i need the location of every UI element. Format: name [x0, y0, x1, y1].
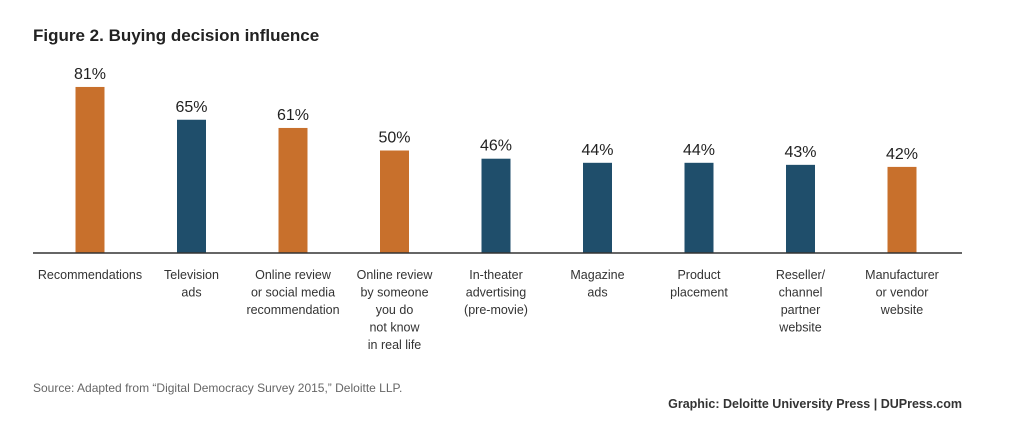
- category-label-5-line-2: advertising: [466, 286, 526, 300]
- category-label-2-line-2: ads: [181, 286, 201, 300]
- graphic-credit: Graphic: Deloitte University Press | DUP…: [668, 397, 962, 411]
- bar-7: [684, 162, 714, 253]
- bar-9: [887, 166, 917, 253]
- category-label-8-line-3: partner: [781, 303, 821, 317]
- bar-4: [380, 150, 409, 253]
- category-label-7-line-2: placement: [670, 286, 728, 300]
- value-label-4: 50%: [378, 130, 410, 147]
- source-note: Source: Adapted from “Digital Democracy …: [33, 381, 403, 395]
- bar-8: [786, 164, 815, 253]
- value-label-1: 81%: [74, 66, 106, 83]
- chart-title: Figure 2. Buying decision influence: [33, 26, 320, 45]
- category-label-1-line-1: Recommendations: [38, 268, 142, 282]
- category-label-8-line-2: channel: [779, 286, 823, 300]
- category-label-5-line-1: In-theater: [469, 268, 523, 282]
- bar-3: [278, 127, 308, 253]
- category-label-4-line-1: Online review: [357, 268, 434, 282]
- category-label-7-line-1: Product: [677, 268, 721, 282]
- category-label-9-line-1: Manufacturer: [865, 268, 939, 282]
- value-label-3: 61%: [277, 107, 309, 124]
- value-label-5: 46%: [480, 138, 512, 155]
- category-label-3-line-2: or social media: [251, 286, 335, 300]
- category-label-3-line-1: Online review: [255, 268, 332, 282]
- value-label-7: 44%: [683, 142, 715, 159]
- value-label-8: 43%: [784, 144, 816, 161]
- value-label-2: 65%: [175, 99, 207, 116]
- category-label-4-line-4: not know: [369, 321, 420, 335]
- bar-6: [583, 162, 612, 253]
- value-label-9: 42%: [886, 146, 918, 163]
- category-label-3-line-3: recommendation: [246, 303, 339, 317]
- category-label-6-line-2: ads: [587, 286, 607, 300]
- category-label-2-line-1: Television: [164, 268, 219, 282]
- category-label-4-line-2: by someone: [360, 286, 428, 300]
- category-label-6-line-1: Magazine: [570, 268, 624, 282]
- category-label-4-line-5: in real life: [368, 338, 422, 352]
- category-label-9-line-2: or vendor: [876, 286, 929, 300]
- category-label-5-line-3: (pre-movie): [464, 303, 528, 317]
- bar-1: [75, 86, 105, 253]
- category-label-4-line-3: you do: [376, 303, 414, 317]
- value-label-6: 44%: [581, 142, 613, 159]
- category-label-8-line-1: Reseller/: [776, 268, 826, 282]
- bar-2: [177, 119, 206, 253]
- category-label-8-line-4: website: [778, 321, 821, 335]
- category-label-9-line-3: website: [880, 303, 923, 317]
- bar-5: [481, 158, 511, 253]
